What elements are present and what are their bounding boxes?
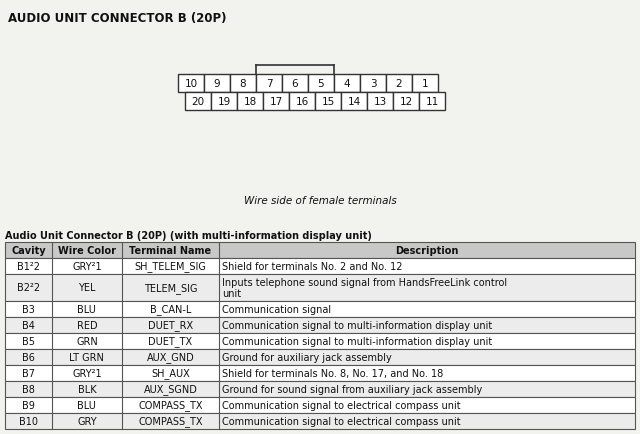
Bar xyxy=(341,93,367,111)
Bar xyxy=(237,93,263,111)
Text: YEL: YEL xyxy=(78,283,95,293)
Text: Terminal Name: Terminal Name xyxy=(129,246,211,256)
Text: 3: 3 xyxy=(370,79,376,89)
Text: B5: B5 xyxy=(22,336,35,346)
Text: B1²2: B1²2 xyxy=(17,261,40,271)
Bar xyxy=(5,397,635,413)
Text: Shield for terminals No. 2 and No. 12: Shield for terminals No. 2 and No. 12 xyxy=(222,261,403,271)
Text: LT GRN: LT GRN xyxy=(70,352,104,362)
Text: 1: 1 xyxy=(422,79,428,89)
Bar xyxy=(5,317,635,333)
Text: GRY: GRY xyxy=(77,416,97,426)
Text: 15: 15 xyxy=(321,97,335,107)
Text: AUDIO UNIT CONNECTOR B (20P): AUDIO UNIT CONNECTOR B (20P) xyxy=(8,12,227,25)
Text: 2: 2 xyxy=(396,79,403,89)
Bar xyxy=(5,274,635,301)
Bar xyxy=(412,75,438,93)
Text: B10: B10 xyxy=(19,416,38,426)
Text: Shield for terminals No. 8, No. 17, and No. 18: Shield for terminals No. 8, No. 17, and … xyxy=(222,368,444,378)
Text: 7: 7 xyxy=(266,79,272,89)
Text: B2²2: B2²2 xyxy=(17,283,40,293)
Bar xyxy=(5,333,635,349)
Text: Ground for auxiliary jack assembly: Ground for auxiliary jack assembly xyxy=(222,352,392,362)
Bar xyxy=(5,413,635,429)
Bar xyxy=(263,93,289,111)
Text: B8: B8 xyxy=(22,384,35,394)
Text: 6: 6 xyxy=(292,79,298,89)
Bar xyxy=(5,381,635,397)
Bar xyxy=(178,75,204,93)
Text: RED: RED xyxy=(77,320,97,330)
Text: 11: 11 xyxy=(426,97,438,107)
Text: BLU: BLU xyxy=(77,304,97,314)
Bar xyxy=(315,93,341,111)
Bar xyxy=(256,75,282,93)
Text: 18: 18 xyxy=(243,97,257,107)
Bar xyxy=(204,75,230,93)
Text: 8: 8 xyxy=(240,79,246,89)
Bar xyxy=(230,75,256,93)
Text: AUX_SGND: AUX_SGND xyxy=(143,384,197,395)
Text: Communication signal to electrical compass unit: Communication signal to electrical compa… xyxy=(222,400,461,410)
Text: COMPASS_TX: COMPASS_TX xyxy=(138,416,203,427)
Bar xyxy=(5,365,635,381)
Bar xyxy=(211,93,237,111)
Text: SH_TELEM_SIG: SH_TELEM_SIG xyxy=(134,261,206,272)
Text: Wire Color: Wire Color xyxy=(58,246,116,256)
Bar xyxy=(308,75,334,93)
Text: 16: 16 xyxy=(296,97,308,107)
Text: Audio Unit Connector B (20P) (with multi-information display unit): Audio Unit Connector B (20P) (with multi… xyxy=(5,230,372,240)
Bar xyxy=(185,93,211,111)
Text: 12: 12 xyxy=(399,97,413,107)
Text: 10: 10 xyxy=(184,79,198,89)
Text: DUET_RX: DUET_RX xyxy=(148,320,193,331)
Bar xyxy=(334,75,360,93)
Bar xyxy=(367,93,393,111)
Text: 14: 14 xyxy=(348,97,360,107)
Text: Ground for sound signal from auxiliary jack assembly: Ground for sound signal from auxiliary j… xyxy=(222,384,483,394)
Text: 4: 4 xyxy=(344,79,350,89)
Text: Cavity: Cavity xyxy=(12,246,46,256)
Text: 5: 5 xyxy=(317,79,324,89)
Text: B6: B6 xyxy=(22,352,35,362)
Text: SH_AUX: SH_AUX xyxy=(151,368,189,378)
Text: Wire side of female terminals: Wire side of female terminals xyxy=(244,196,396,206)
Bar xyxy=(393,93,419,111)
Bar xyxy=(419,93,445,111)
Bar xyxy=(360,75,386,93)
Text: COMPASS_TX: COMPASS_TX xyxy=(138,400,203,411)
Bar xyxy=(5,258,635,274)
Bar xyxy=(5,301,635,317)
Text: Communication signal to multi-information display unit: Communication signal to multi-informatio… xyxy=(222,320,492,330)
Text: 9: 9 xyxy=(214,79,220,89)
Text: BLK: BLK xyxy=(77,384,96,394)
Text: GRN: GRN xyxy=(76,336,98,346)
Bar xyxy=(282,75,308,93)
Text: B4: B4 xyxy=(22,320,35,330)
Text: B9: B9 xyxy=(22,400,35,410)
Text: Communication signal: Communication signal xyxy=(222,304,332,314)
Text: Inputs telephone sound signal from HandsFreeLink control
unit: Inputs telephone sound signal from Hands… xyxy=(222,277,508,299)
Bar xyxy=(5,349,635,365)
Text: Communication signal to electrical compass unit: Communication signal to electrical compa… xyxy=(222,416,461,426)
Text: DUET_TX: DUET_TX xyxy=(148,336,193,347)
Text: 19: 19 xyxy=(218,97,230,107)
Text: 13: 13 xyxy=(373,97,387,107)
Text: TELEM_SIG: TELEM_SIG xyxy=(143,283,197,293)
Text: BLU: BLU xyxy=(77,400,97,410)
Text: GRY²1: GRY²1 xyxy=(72,368,102,378)
Text: B_CAN-L: B_CAN-L xyxy=(150,304,191,315)
Text: 17: 17 xyxy=(269,97,283,107)
Bar xyxy=(5,243,635,258)
Text: 20: 20 xyxy=(191,97,205,107)
Text: B3: B3 xyxy=(22,304,35,314)
Text: Description: Description xyxy=(396,246,459,256)
Bar xyxy=(386,75,412,93)
Bar xyxy=(289,93,315,111)
Text: B7: B7 xyxy=(22,368,35,378)
Text: Communication signal to multi-information display unit: Communication signal to multi-informatio… xyxy=(222,336,492,346)
Text: AUX_GND: AUX_GND xyxy=(147,352,195,363)
Text: GRY²1: GRY²1 xyxy=(72,261,102,271)
